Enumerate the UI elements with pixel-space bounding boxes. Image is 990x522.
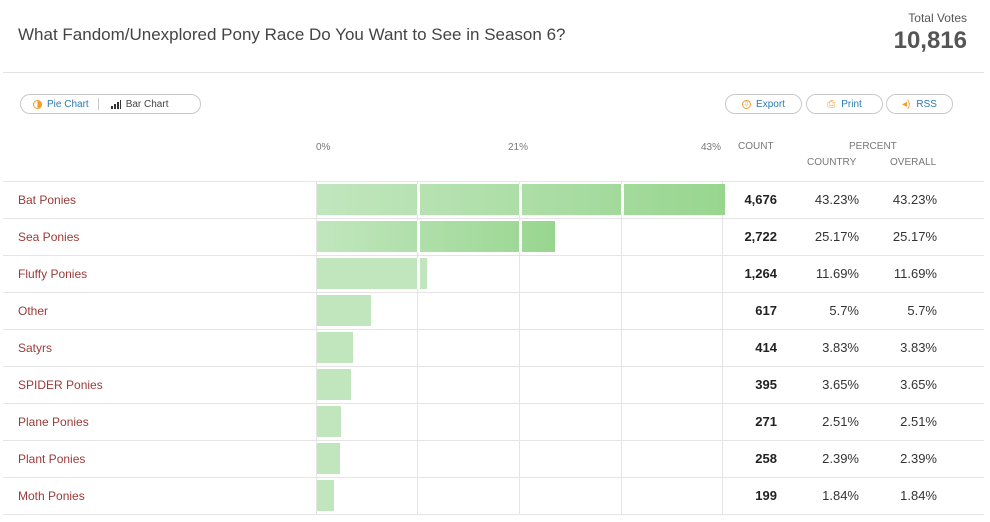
row-separator xyxy=(3,440,984,441)
bar-chart-icon xyxy=(110,99,121,109)
bar-plane-ponies xyxy=(317,406,341,437)
count-value: 4,676 xyxy=(744,192,777,207)
overall-percent-value: 2.39% xyxy=(900,451,937,466)
country-percent-value: 11.69% xyxy=(815,266,859,281)
bar-segment-divider xyxy=(417,221,420,252)
print-button[interactable]: ⎙ Print xyxy=(806,94,883,114)
row-separator xyxy=(3,255,984,256)
grid-line-vertical xyxy=(417,181,418,514)
bar-moth-ponies xyxy=(317,480,335,511)
grid-line-vertical xyxy=(316,181,317,514)
count-value: 199 xyxy=(755,488,777,503)
pie-chart-label: Pie Chart xyxy=(47,98,89,110)
bar-chart-button[interactable]: Bar Chart xyxy=(99,95,178,113)
count-value: 617 xyxy=(755,303,777,318)
export-label: Export xyxy=(756,98,785,110)
category-label: Sea Ponies xyxy=(18,230,80,244)
overall-percent-value: 25.17% xyxy=(892,229,937,244)
category-label: Plane Ponies xyxy=(18,415,89,429)
rss-button[interactable]: ◂) RSS xyxy=(886,94,953,114)
pie-chart-icon xyxy=(33,99,42,109)
overall-percent-value: 11.69% xyxy=(893,266,937,281)
country-percent-value: 2.39% xyxy=(822,451,859,466)
country-percent-value: 1.84% xyxy=(822,488,859,503)
grid-line-vertical xyxy=(722,181,723,514)
category-label: Bat Ponies xyxy=(18,193,77,207)
category-label: SPIDER Ponies xyxy=(18,378,103,392)
axis-tick-2: 43% xyxy=(701,142,722,153)
overall-percent-value: 2.51% xyxy=(900,414,937,429)
count-value: 1,264 xyxy=(744,266,777,281)
overall-percent-value: 3.65% xyxy=(900,377,937,392)
bar-segment-divider xyxy=(519,221,522,252)
export-icon: ⇩ xyxy=(742,99,752,109)
grid-line-vertical xyxy=(519,181,520,514)
total-votes-count: 10,816 xyxy=(893,27,967,54)
row-separator xyxy=(3,292,984,293)
country-percent-value: 2.51% xyxy=(822,414,859,429)
overall-column-header: OVERALL xyxy=(890,157,937,168)
row-separator xyxy=(3,218,984,219)
rss-icon: ◂) xyxy=(902,98,911,110)
poll-title: What Fandom/Unexplored Pony Race Do You … xyxy=(18,25,566,44)
poll-results-panel: What Fandom/Unexplored Pony Race Do You … xyxy=(3,0,984,522)
overall-percent-value: 1.84% xyxy=(900,488,937,503)
bar-segment-divider xyxy=(417,184,420,215)
count-value: 271 xyxy=(755,414,777,429)
category-label: Other xyxy=(18,304,49,318)
overall-percent-value: 5.7% xyxy=(907,303,937,318)
bar-sea-ponies xyxy=(317,221,555,252)
bar-chart-label: Bar Chart xyxy=(125,98,169,110)
print-label: Print xyxy=(841,98,862,110)
pie-chart-button[interactable]: Pie Chart xyxy=(21,98,99,110)
bar-segment-divider xyxy=(417,258,420,289)
overall-percent-value: 3.83% xyxy=(900,340,937,355)
poll-header: What Fandom/Unexplored Pony Race Do You … xyxy=(3,0,984,73)
count-value: 258 xyxy=(755,451,777,466)
row-separator xyxy=(3,329,984,330)
country-percent-value: 3.83% xyxy=(822,340,859,355)
bar-fluffy-ponies xyxy=(317,258,428,289)
country-percent-value: 25.17% xyxy=(814,229,859,244)
bar-satyrs xyxy=(317,332,354,363)
bar-spider-ponies xyxy=(317,369,352,400)
axis-tick-0: 0% xyxy=(316,142,331,153)
category-label: Moth Ponies xyxy=(18,489,85,503)
category-label: Fluffy Ponies xyxy=(18,267,88,281)
bar-other xyxy=(317,295,371,326)
row-separator xyxy=(3,403,984,404)
bar-plant-ponies xyxy=(317,443,340,474)
axis-tick-1: 21% xyxy=(508,142,529,153)
printer-icon: ⎙ xyxy=(827,98,836,110)
percent-column-header: PERCENT xyxy=(849,141,897,152)
country-percent-value: 3.65% xyxy=(822,377,859,392)
count-value: 2,722 xyxy=(744,229,777,244)
count-value: 395 xyxy=(755,377,777,392)
count-column-header: COUNT xyxy=(738,141,774,152)
country-percent-value: 43.23% xyxy=(814,192,859,207)
rss-label: RSS xyxy=(916,98,937,110)
country-percent-value: 5.7% xyxy=(829,303,859,318)
category-label: Satyrs xyxy=(18,341,53,355)
total-votes-label: Total Votes xyxy=(908,11,967,25)
export-button[interactable]: ⇩ Export xyxy=(725,94,802,114)
country-column-header: COUNTRY xyxy=(807,157,857,168)
count-value: 414 xyxy=(755,340,777,355)
row-separator xyxy=(3,514,984,515)
overall-percent-value: 43.23% xyxy=(892,192,937,207)
row-separator xyxy=(3,181,984,182)
row-separator xyxy=(3,366,984,367)
grid-line-vertical xyxy=(621,181,622,514)
category-label: Plant Ponies xyxy=(18,452,86,466)
bar-segment-divider xyxy=(621,184,624,215)
chart-type-toggle: Pie Chart Bar Chart xyxy=(20,94,201,114)
bar-segment-divider xyxy=(519,184,522,215)
row-separator xyxy=(3,477,984,478)
